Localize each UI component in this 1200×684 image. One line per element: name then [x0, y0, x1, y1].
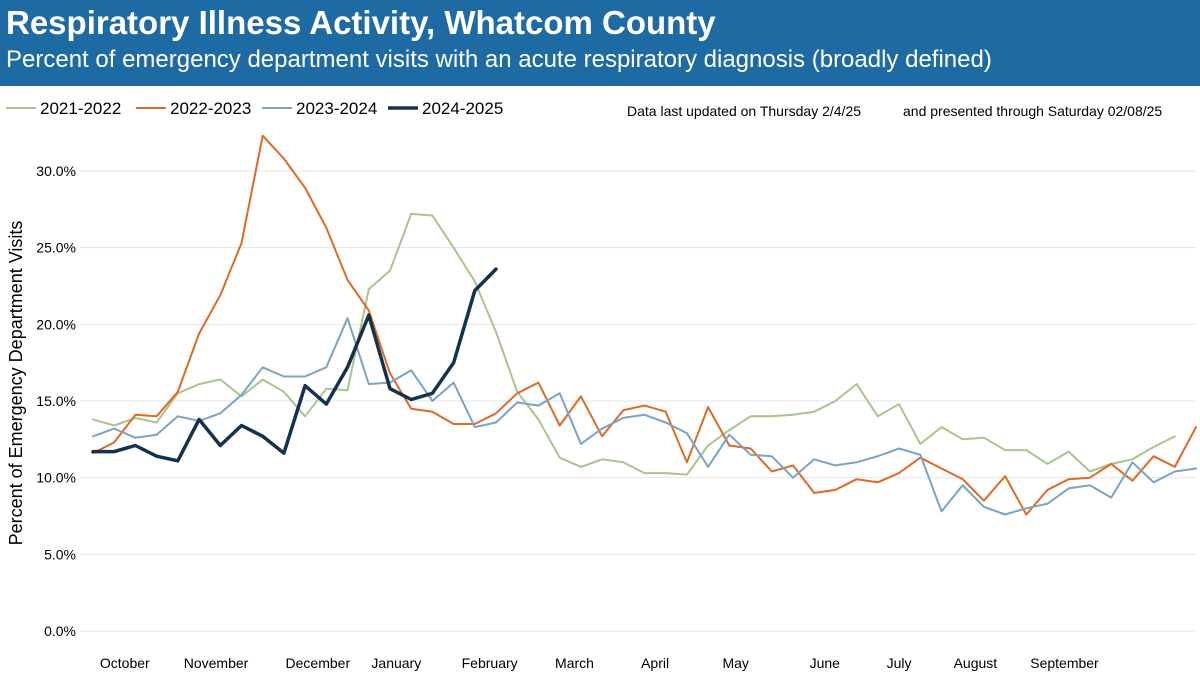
y-tick-label: 10.0%	[36, 470, 76, 486]
y-axis-title: Percent of Emergency Department Visits	[6, 221, 26, 546]
x-tick-label: December	[286, 655, 351, 671]
series-line-2021-2022	[92, 212, 1176, 476]
y-tick-label: 25.0%	[36, 240, 76, 256]
series-line-2022-2023	[92, 134, 1197, 516]
x-tick-label: October	[100, 655, 150, 671]
x-tick-label: September	[1030, 655, 1099, 671]
x-tick-label: February	[462, 655, 518, 671]
legend-label: 2022-2023	[170, 99, 251, 118]
chart-title: Respiratory Illness Activity, Whatcom Co…	[6, 4, 716, 41]
x-tick-label: January	[371, 655, 421, 671]
x-tick-label: May	[722, 655, 748, 671]
x-tick-label: April	[641, 655, 669, 671]
y-tick-label: 20.0%	[36, 316, 76, 332]
x-tick-label: July	[887, 655, 912, 671]
chart-subtitle: Percent of emergency department visits w…	[6, 46, 992, 73]
x-tick-label: June	[810, 655, 841, 671]
series-line-2023-2024	[92, 317, 1197, 516]
legend-label: 2024-2025	[422, 99, 503, 118]
legend: 2021-2022 2022-2023 2023-2024 2024-2025	[6, 99, 503, 118]
chart-header: Respiratory Illness Activity, Whatcom Co…	[0, 0, 1200, 86]
x-tick-label: March	[555, 655, 594, 671]
y-axis: 0.0% 5.0% 10.0% 15.0% 20.0% 25.0% 30.0%	[36, 163, 76, 639]
through-note: and presented through Saturday 02/08/25	[903, 103, 1162, 119]
series-line-2024-2025	[91, 267, 498, 463]
x-axis: October November December January February Ma…	[100, 655, 1099, 671]
x-tick-label: August	[954, 655, 998, 671]
series-lines	[91, 134, 1197, 516]
grid-lines	[80, 170, 1196, 632]
update-note: Data last updated on Thursday 2/4/25	[627, 103, 861, 119]
x-tick-label: November	[184, 655, 249, 671]
y-tick-label: 15.0%	[36, 393, 76, 409]
y-tick-label: 5.0%	[44, 546, 76, 562]
respiratory-line-chart: 0.0% 5.0% 10.0% 15.0% 20.0% 25.0% 30.0% Octobe…	[6, 99, 1197, 671]
legend-label: 2021-2022	[40, 99, 121, 118]
legend-label: 2023-2024	[296, 99, 377, 118]
y-tick-label: 0.0%	[44, 623, 76, 639]
y-tick-label: 30.0%	[36, 163, 76, 179]
